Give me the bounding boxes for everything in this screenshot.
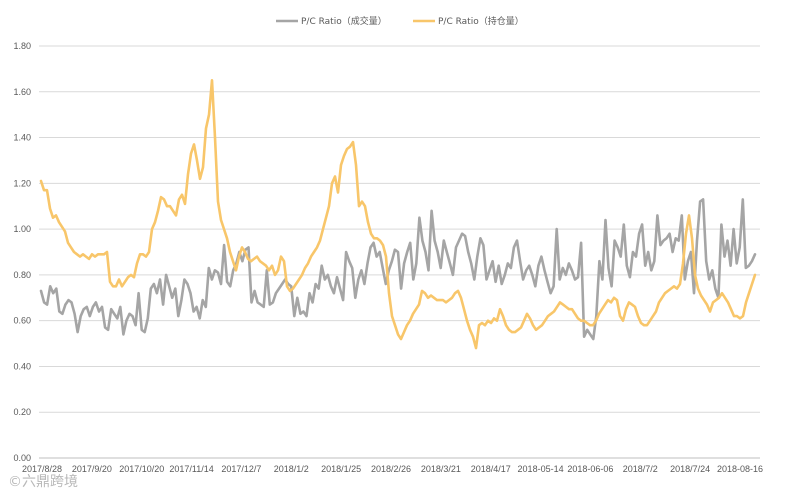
y-tick-label: 1.00: [13, 224, 31, 234]
x-tick-label: 2017/11/14: [169, 464, 213, 474]
x-tick-label: 2018-06-06: [567, 464, 613, 474]
watermark: ©六鼎跨境: [8, 474, 78, 490]
x-tick-label: 2018/7/24: [670, 464, 710, 474]
legend-label-2: P/C Ratio（持仓量）: [438, 15, 524, 27]
x-tick-label: 2018/1/2: [274, 464, 309, 474]
legend-label-1: P/C Ratio（成交量）: [301, 15, 387, 27]
y-tick-label: 0.00: [13, 453, 31, 463]
series-line-2: [39, 79, 757, 350]
y-axis-ticks: 0.00 0.20 0.40 0.60 0.80 1.00 1.20 1.40 1.60 1.80: [13, 41, 31, 463]
x-axis-ticks: 2017/8/28 2017/9/20 2017/10/20 2017/11/14 20…: [22, 464, 763, 474]
x-tick-label: 2018/7/2: [623, 464, 658, 474]
series-line-1: [39, 198, 757, 341]
y-tick-label: 0.60: [13, 316, 31, 326]
x-tick-label: 2017/8/28: [22, 464, 62, 474]
x-tick-label: 2018/2/26: [371, 464, 411, 474]
x-tick-label: 2018/3/21: [421, 464, 461, 474]
series-lines: [39, 79, 757, 350]
x-tick-label: 2018-05-14: [518, 464, 564, 474]
x-tick-label: 2018/1/25: [321, 464, 361, 474]
x-tick-label: 2018-08-16: [717, 464, 763, 474]
gridlines: [39, 45, 760, 459]
x-tick-label: 2018/4/17: [471, 464, 511, 474]
x-tick-label: 2017/12/7: [221, 464, 261, 474]
y-tick-label: 1.40: [13, 133, 31, 143]
y-tick-label: 1.80: [13, 41, 31, 51]
legend: P/C Ratio（成交量） P/C Ratio（持仓量）: [276, 15, 524, 27]
y-tick-label: 1.20: [13, 178, 31, 188]
y-tick-label: 0.40: [13, 361, 31, 371]
x-tick-label: 2017/10/20: [119, 464, 164, 474]
y-tick-label: 1.60: [13, 87, 31, 97]
x-tick-label: 2017/9/20: [72, 464, 112, 474]
y-tick-label: 0.80: [13, 270, 31, 280]
y-tick-label: 0.20: [13, 407, 31, 417]
